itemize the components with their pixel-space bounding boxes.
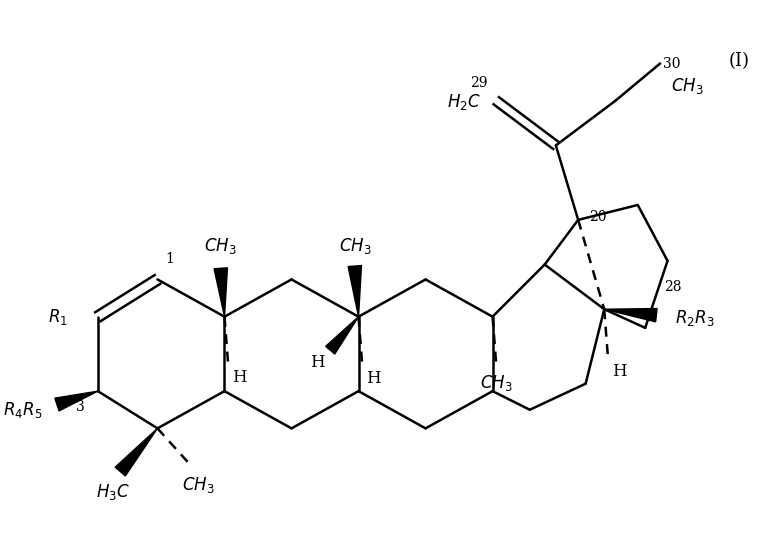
Text: 20: 20 [589,209,607,224]
Polygon shape [115,428,158,476]
Polygon shape [348,265,361,317]
Text: (I): (I) [728,52,750,70]
Text: $CH_3$: $CH_3$ [338,236,371,256]
Text: 30: 30 [662,57,680,71]
Text: H: H [232,369,247,386]
Text: H: H [366,370,380,387]
Text: $CH_3$: $CH_3$ [182,474,215,494]
Text: $R_4R_5$: $R_4R_5$ [3,400,42,420]
Text: 3: 3 [75,400,85,414]
Polygon shape [325,317,359,354]
Text: 1: 1 [165,252,174,266]
Text: $CH_3$: $CH_3$ [480,373,513,393]
Text: $CH_3$: $CH_3$ [204,236,237,256]
Text: $R_2R_3$: $R_2R_3$ [675,308,715,328]
Text: H: H [310,354,325,371]
Text: $R_1$: $R_1$ [48,307,68,327]
Text: $H_2C$: $H_2C$ [447,92,482,112]
Text: $CH_3$: $CH_3$ [671,76,704,96]
Polygon shape [55,391,98,411]
Text: $H_3C$: $H_3C$ [96,482,130,502]
Polygon shape [214,268,227,317]
Text: H: H [612,363,626,380]
Text: 28: 28 [664,280,681,294]
Text: 29: 29 [470,76,488,90]
Polygon shape [604,308,657,322]
